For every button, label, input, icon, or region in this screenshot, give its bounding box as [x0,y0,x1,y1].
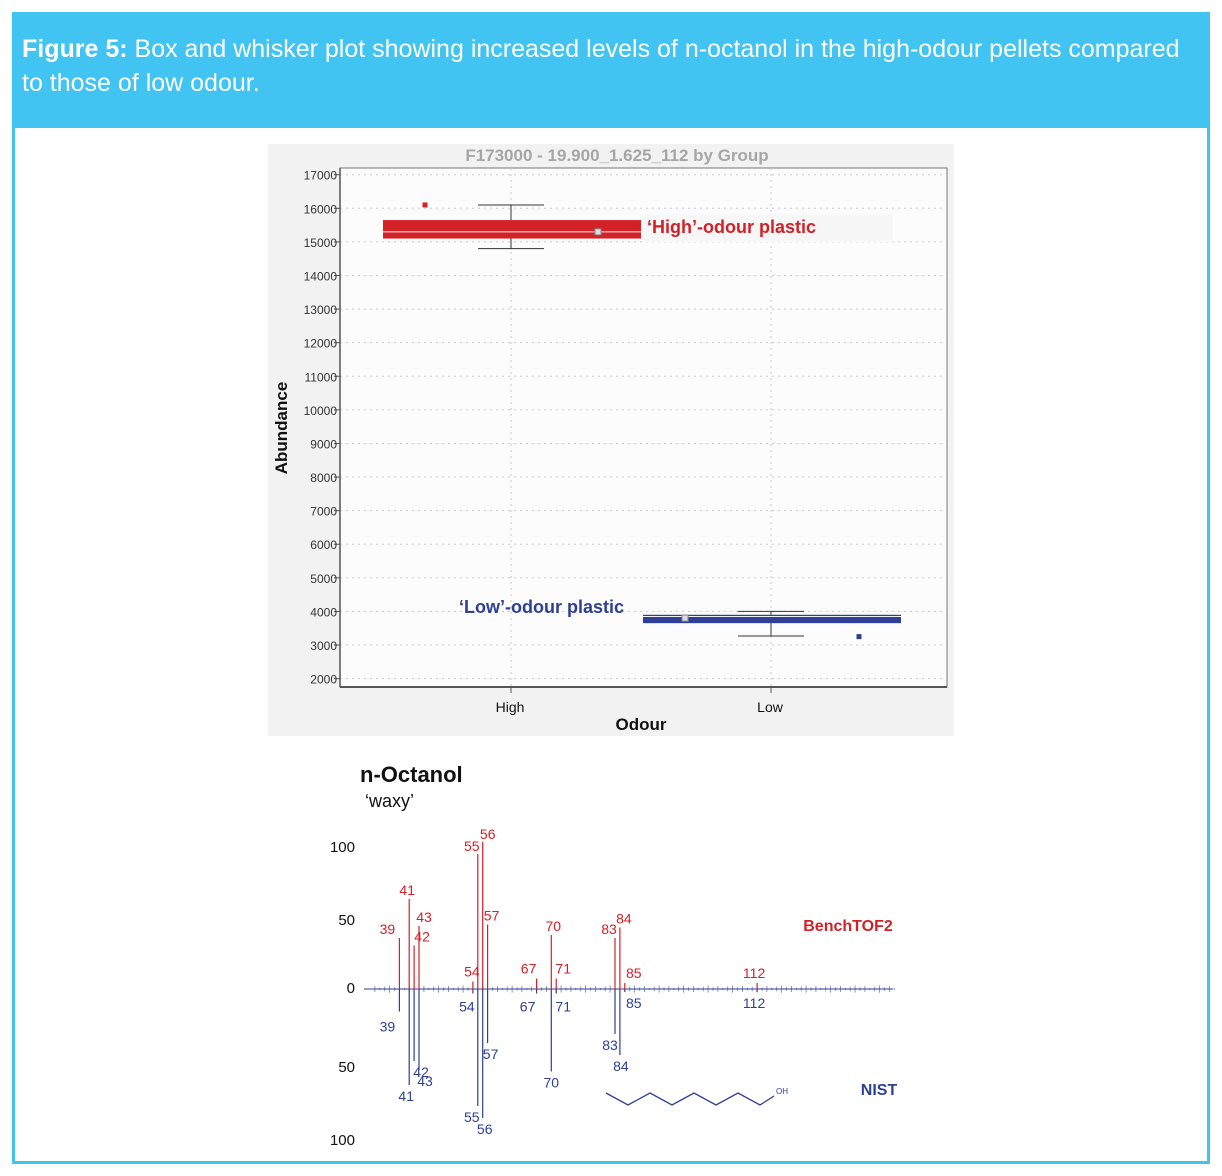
y-tick-label: 14000 [304,269,338,283]
spectrum-y-tick: 100 [330,839,355,856]
peak-label: 67 [521,961,537,977]
y-tick-label: 8000 [310,471,337,485]
label-backdrop [643,214,893,243]
peak-label: 85 [626,965,642,981]
y-tick-label: 10000 [304,404,338,418]
peak-label: 83 [601,921,617,937]
box-low: ‘Low’-odour plastic [459,597,901,640]
peak-label: 67 [520,999,536,1015]
y-tick-label: 17000 [304,169,338,183]
y-tick-label: 13000 [304,303,338,317]
y-tick-label: 5000 [310,572,337,586]
peak-label: 83 [602,1037,618,1053]
boxplot-title: F173000 - 19.900_1.625_112 by Group [465,146,768,165]
x-axis-label: Odour [616,715,667,734]
grid-lines [340,168,947,687]
peak-label: 70 [546,918,562,934]
box-label: ‘High’-odour plastic [647,217,816,237]
spectrum-y-tick: 100 [330,1132,355,1149]
y-tick-label: 11000 [305,370,338,384]
peak-label: 57 [484,908,500,924]
spectrum-y-tick: 0 [347,980,355,997]
spectrum-y-tick: 50 [338,1059,355,1076]
peak-label: 42 [414,929,430,945]
x-tick-label: High [496,699,525,715]
y-tick-label: 9000 [310,437,337,451]
peak-label: 42 [413,1064,429,1080]
spectrum-y-tick: 50 [338,912,355,929]
spectrum-subtitle: ‘waxy’ [365,791,414,811]
y-tick-label: 3000 [310,639,337,653]
peak-label: 85 [626,995,642,1011]
box-label: ‘Low’-odour plastic [459,597,624,617]
spectrum-y-ticks: 100 50 0 50 100 [330,839,355,1149]
y-axis-ticks: 2000 3000 4000 5000 6000 7000 8000 9000 10000 110… [304,169,340,687]
peak-label: 54 [464,964,480,980]
y-tick-label: 15000 [304,236,338,250]
peak-label: 56 [480,826,496,842]
y-axis-label: Abundance [272,382,291,475]
peak-label: 55 [464,838,480,854]
y-tick-label: 4000 [310,605,337,619]
box-plot: F173000 - 19.900_1.625_112 by Group 2000… [268,144,954,736]
peak-label: 43 [417,1073,433,1089]
plot-area [339,167,948,688]
octanol-structure: OH [605,1087,788,1106]
y-tick-label: 16000 [304,202,338,216]
box-iqr [643,614,901,624]
peak-label: 39 [380,1019,396,1035]
y-tick-label: 7000 [310,505,337,519]
y-tick-label: 2000 [310,673,337,687]
x-tick-label: Low [757,699,784,715]
peak-label: 54 [459,999,475,1015]
peak-label: 70 [544,1075,560,1091]
y-tick-label: 6000 [310,538,337,552]
peak-label: 71 [555,999,571,1015]
y-tick-label: 12000 [304,337,338,351]
caption-label: Figure 5: [22,35,128,63]
spectrum-title: n-Octanol [360,762,463,787]
peak-label: 84 [616,911,632,927]
hydroxyl-label: OH [776,1087,788,1096]
peak-label: 84 [613,1058,629,1074]
peak-label: 55 [464,1109,480,1125]
peak-label: 71 [555,961,571,977]
peak-label: 43 [416,909,432,925]
figure-caption: Figure 5: Box and whisker plot showing i… [22,32,1192,100]
legend-benchtof2: BenchTOF2 [803,918,893,935]
peak-label: 112 [743,965,766,981]
caption-text: Box and whisker plot showing increased l… [22,35,1180,97]
legend-nist: NIST [861,1082,898,1099]
peak-label: 41 [398,1088,414,1104]
peak-label: 39 [380,921,396,937]
mean-marker [681,614,689,622]
peak-label: 112 [743,995,766,1011]
box-high: ‘High’-odour plastic [383,202,893,250]
peak-label: 41 [399,882,415,898]
octanol-skeleton [605,1092,775,1106]
boxes: ‘High’-odour plastic ‘Low’-odour plastic [383,202,901,640]
outlier-point [856,634,862,640]
peak-label: 56 [477,1121,493,1137]
x-axis-ticks: High Low [496,687,784,715]
mean-marker [594,228,602,236]
peak-label: 57 [483,1046,499,1062]
box-iqr [383,220,641,239]
outlier-point [422,202,428,208]
